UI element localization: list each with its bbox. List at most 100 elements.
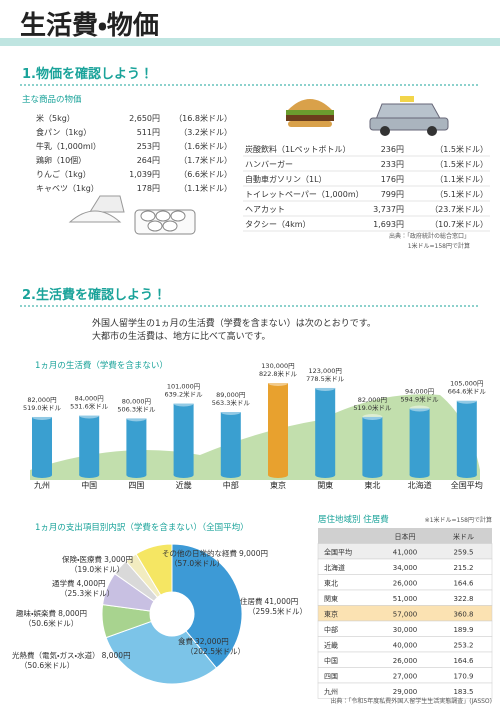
item-name: ヘアカット (245, 205, 285, 214)
item-price: 2,650円 (129, 114, 160, 123)
usd-label: 778.5米ドル (306, 374, 345, 383)
table-cell: 関東 (324, 594, 338, 603)
x-tick-label: 九州 (34, 481, 50, 490)
slice-usd: （50.6米ドル） (20, 660, 74, 670)
item-price: 511円 (137, 128, 160, 137)
item-name: 炭酸飲料（1Lペットボトル） (245, 144, 351, 154)
table-cell: 170.9 (453, 673, 473, 681)
item-name: トイレットペーパー（1,000m） (245, 190, 364, 199)
slice-label: 保険・医療費 3,000円 (62, 554, 133, 564)
value-label: 89,000円 (216, 391, 245, 399)
table-cell: 360.8 (453, 611, 473, 619)
slice-name: 光熱費（電気・ガス・水道） (12, 650, 100, 660)
bar-bottom (362, 472, 383, 478)
slice-label: 住居費 41,000円 (240, 596, 298, 606)
item-name: キャベツ（1kg） (36, 184, 99, 193)
bar (79, 415, 100, 475)
table-title: 居住地域別 住居費 (318, 514, 389, 525)
usd-label: 506.3米ドル (117, 404, 156, 413)
slice-label: 趣味・娯楽費 8,000円 (16, 608, 87, 618)
price-list: 米（5kg） 2,650円 （16.8米ドル） 食パン（1kg） 511円 （3.2米ドル… (36, 113, 490, 232)
bar-bottom (79, 472, 100, 478)
slice-usd: （25.3米ドル） (60, 588, 114, 598)
table-cell: 164.6 (453, 580, 474, 588)
taxi-illustration (369, 96, 449, 136)
column-header: 日本円 (395, 532, 416, 541)
slice-name: 通学費 (52, 578, 75, 588)
item-usd: （1.1米ドル） (179, 183, 232, 193)
column-header: 米ドル (453, 532, 474, 541)
burger-illustration (286, 99, 334, 127)
slice-name: 保険・医療費 (62, 554, 103, 564)
slice-value: 3,000円 (104, 555, 133, 564)
x-tick-label: 東北 (364, 480, 380, 490)
value-label: 123,000円 (309, 367, 342, 375)
title-band (0, 38, 500, 46)
bar-top (32, 413, 52, 420)
table-row-bg (317, 682, 493, 699)
usd-label: 664.6米ドル (448, 387, 487, 396)
table-cell: 26,000 (393, 657, 418, 665)
slice-label: 食費 32,000円 (178, 636, 229, 646)
section-title: 2.生活費を確認しよう！ (22, 287, 166, 303)
table-cell: 九州 (324, 687, 338, 696)
slice-name: 住居費 (240, 596, 263, 606)
table-header-bg (318, 528, 492, 544)
x-tick-label: 四国 (128, 481, 144, 490)
usd-label: 519.0米ドル (353, 403, 392, 412)
pie-slice (105, 620, 218, 685)
item-usd: （16.8米ドル） (174, 113, 232, 123)
table-cell: 253.2 (453, 642, 473, 650)
usd-label: 594.9米ドル (401, 394, 440, 403)
usd-label: 822.8米ドル (259, 369, 298, 378)
x-tick-label: 中部 (223, 480, 239, 490)
bar-top (456, 397, 477, 404)
slice-value: 4,000円 (77, 579, 106, 588)
table-cell: 34,000 (393, 564, 418, 572)
table-cell: 51,000 (393, 595, 418, 603)
table-cell: 164.6 (453, 657, 474, 665)
page-title: 生活費・物価 (20, 11, 159, 41)
slice-value: 41,000円 (265, 597, 299, 606)
bar-top (315, 384, 336, 391)
slice-value: 8,000円 (58, 609, 87, 618)
pie-slice (135, 543, 173, 596)
table-cell: 322.8 (453, 595, 473, 603)
usd-label: 563.3米ドル (212, 398, 251, 407)
item-name: タクシー（4km） (245, 220, 311, 229)
item-usd: （5.1米ドル） (435, 189, 488, 199)
table-cell: 四国 (324, 673, 338, 681)
table-cell: 30,000 (393, 626, 418, 634)
value-label: 84,000円 (75, 395, 104, 403)
item-usd: （23.7米ドル） (430, 204, 488, 214)
source: 出典：「政府統計の総合窓口」 (389, 232, 470, 240)
x-tick-label: 東京 (270, 480, 286, 490)
rate-note: 1米ドル=158円で計算 (408, 242, 470, 250)
table-cell: 26,000 (393, 580, 418, 588)
x-tick-label: 北海道 (408, 480, 432, 490)
item-usd: （1.7米ドル） (179, 155, 232, 165)
item-price: 3,737円 (373, 205, 404, 214)
bar-top (220, 409, 241, 416)
value-label: 80,000円 (122, 397, 151, 405)
section-title: 1.物価を確認しよう！ (22, 66, 153, 82)
bar (409, 408, 430, 475)
table-cell: 全国平均 (324, 548, 352, 557)
value-label: 94,000円 (405, 387, 434, 395)
bar (32, 416, 52, 475)
table-cell: 215.2 (453, 564, 473, 572)
bar (220, 412, 241, 475)
x-tick-label: 全国平均 (451, 480, 483, 490)
bar-top (126, 415, 147, 422)
item-usd: （6.6米ドル） (179, 169, 232, 179)
table-cell: 259.5 (453, 549, 473, 557)
slice-usd: （259.5米ドル） (248, 606, 307, 616)
chart-title: 1ヵ月の支出項目別内訳（学費を含まない）（全国平均） (35, 522, 249, 533)
item-name: 米（5kg） (36, 113, 75, 123)
table-cell: 40,000 (393, 642, 418, 650)
item-name: りんご（1kg） (36, 169, 91, 179)
bar-bottom (409, 472, 430, 478)
item-usd: （1.5米ドル） (435, 144, 488, 154)
table-cell: 中部 (324, 625, 338, 634)
